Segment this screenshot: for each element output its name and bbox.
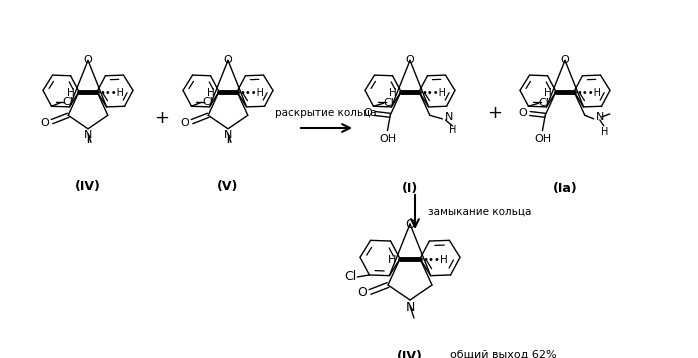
Text: общий выход 62%: общий выход 62% — [450, 350, 556, 358]
Text: O: O — [518, 108, 527, 118]
Text: (V): (V) — [217, 180, 239, 193]
Text: +: + — [154, 109, 170, 127]
Text: +: + — [487, 104, 503, 122]
Text: (I): (I) — [402, 182, 418, 195]
Text: Cl: Cl — [383, 98, 394, 108]
Text: (Ia): (Ia) — [553, 182, 577, 195]
Text: •••H: •••H — [99, 88, 124, 98]
Text: H: H — [387, 255, 396, 265]
Text: OH: OH — [379, 134, 396, 144]
Text: OH: OH — [534, 134, 551, 144]
Text: O: O — [406, 55, 415, 66]
Text: •••H: •••H — [421, 88, 446, 98]
Text: Cl: Cl — [538, 98, 549, 108]
Text: H: H — [207, 88, 215, 98]
Text: H: H — [601, 127, 609, 137]
Text: замыкание кольца: замыкание кольца — [428, 207, 531, 217]
Text: N: N — [445, 112, 453, 122]
Text: (IV): (IV) — [397, 350, 423, 358]
Text: O: O — [363, 108, 372, 118]
Text: Cl: Cl — [62, 97, 73, 107]
Text: N: N — [224, 130, 232, 140]
Text: •••H: •••H — [239, 88, 264, 98]
Text: •••H: •••H — [422, 255, 447, 265]
Text: N: N — [84, 130, 92, 140]
Text: H: H — [544, 88, 552, 98]
Text: O: O — [223, 55, 232, 66]
Text: Cl: Cl — [202, 97, 214, 107]
Text: (IV): (IV) — [75, 180, 101, 193]
Text: N: N — [406, 301, 415, 314]
Text: H: H — [449, 125, 456, 135]
Text: O: O — [84, 55, 92, 66]
Text: раскрытие кольца: раскрытие кольца — [275, 108, 377, 118]
Text: H: H — [67, 88, 75, 98]
Text: H: H — [389, 88, 397, 98]
Text: N: N — [596, 112, 604, 122]
Text: O: O — [40, 117, 49, 127]
Text: O: O — [357, 286, 367, 300]
Text: Cl: Cl — [344, 270, 357, 284]
Text: O: O — [405, 218, 415, 231]
Text: •••H: •••H — [576, 88, 601, 98]
Text: O: O — [560, 55, 570, 66]
Text: O: O — [180, 117, 189, 127]
